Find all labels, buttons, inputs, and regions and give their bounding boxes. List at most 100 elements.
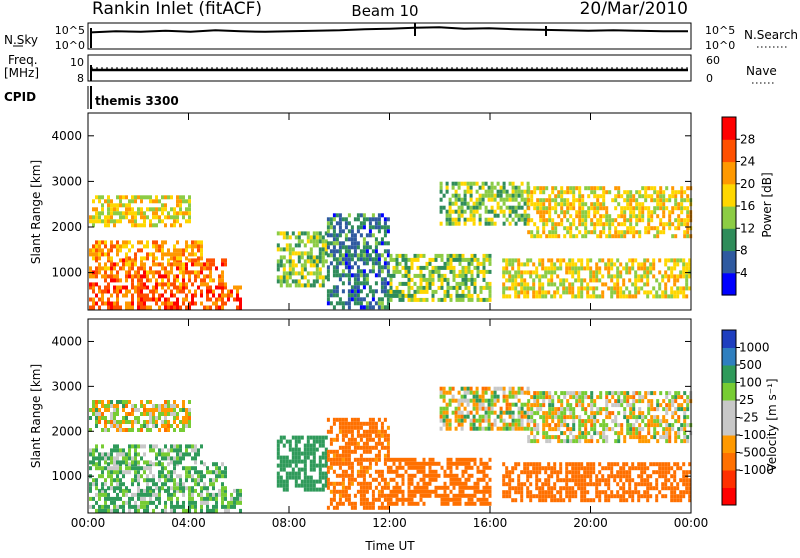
velocity-cell-6	[486, 462, 489, 466]
power-cell-3	[134, 219, 137, 223]
power-cell-2	[122, 244, 125, 248]
power-cell-7	[518, 194, 521, 198]
velocity-cell-9	[638, 423, 641, 427]
power-cell-5	[348, 281, 351, 285]
power-cell-5	[348, 269, 351, 273]
velocity-cell-7	[512, 411, 515, 415]
power-cell-5	[327, 301, 330, 305]
velocity-cell-5	[363, 478, 366, 482]
power-cell-0	[92, 306, 95, 310]
velocity-cell-5	[357, 490, 360, 494]
power-cell-9	[605, 214, 608, 218]
velocity-cell-9	[557, 427, 560, 431]
power-cell-1	[167, 282, 170, 286]
power-cell-9	[581, 198, 584, 202]
power-cell-9	[656, 202, 659, 206]
velocity-cell-3	[128, 400, 131, 404]
power-cell-7	[464, 202, 467, 206]
power-cell-9	[557, 190, 560, 194]
velocity-cell-7	[482, 395, 485, 399]
power-cell-5	[342, 281, 345, 285]
velocity-cell-0	[170, 497, 173, 501]
power-cell-6	[459, 262, 462, 266]
velocity-cell-8	[655, 498, 658, 502]
velocity-cell-0	[125, 493, 128, 497]
power-cell-8	[502, 258, 505, 262]
power-cell-7	[461, 182, 464, 186]
power-cell-8	[643, 262, 646, 266]
velocity-cell-6	[420, 486, 423, 490]
velocity-cell-9	[614, 391, 617, 395]
power-cell-7	[482, 182, 485, 186]
velocity-cell-8	[649, 474, 652, 478]
power-cell-9	[674, 190, 677, 194]
velocity-cell-8	[529, 474, 532, 478]
velocity-cell-0	[212, 493, 215, 497]
velocity-cell-2	[149, 444, 152, 448]
power-cell-9	[683, 230, 686, 234]
velocity-cell-9	[572, 411, 575, 415]
power-cell-9	[620, 214, 623, 218]
power-cell-2	[110, 248, 113, 252]
velocity-cell-9	[530, 411, 533, 415]
power-cell-9	[527, 190, 530, 194]
velocity-cell-1	[92, 478, 95, 482]
power-cell-4	[286, 279, 289, 283]
power-cell-8	[676, 290, 679, 294]
velocity-cell-8	[649, 462, 652, 466]
velocity-cell-9	[644, 423, 647, 427]
velocity-cell-8	[505, 494, 508, 498]
velocity-cell-8	[670, 486, 673, 490]
velocity-cell-8	[553, 494, 556, 498]
velocity-cell-8	[685, 470, 688, 474]
velocity-cell-7	[509, 387, 512, 391]
power-cell-1	[206, 258, 209, 262]
power-cell-1	[131, 266, 134, 270]
velocity-cell-9	[572, 439, 575, 443]
velocity-cell-7	[500, 387, 503, 391]
power-cell-9	[662, 198, 665, 202]
power-cell-1	[116, 262, 119, 266]
velocity-cell-9	[536, 411, 539, 415]
power-cell-5	[372, 249, 375, 253]
velocity-cell-9	[575, 403, 578, 407]
velocity-cell-7	[494, 419, 497, 423]
velocity-cell-7	[449, 427, 452, 431]
velocity-cell-2	[158, 460, 161, 464]
velocity-cell-4	[283, 468, 286, 472]
power-cell-6	[462, 270, 465, 274]
power-cell-9	[629, 198, 632, 202]
power-cell-6	[459, 294, 462, 298]
power-cell-7	[458, 194, 461, 198]
power-cell-1	[143, 282, 146, 286]
velocity-cell-1	[104, 466, 107, 470]
velocity-cell-0	[134, 509, 137, 513]
velocity-cell-9	[590, 403, 593, 407]
velocity-cell-7	[464, 407, 467, 411]
power-cell-8	[682, 270, 685, 274]
velocity-cell-6	[453, 502, 456, 506]
power-cell-7	[476, 202, 479, 206]
power-cell-4	[289, 259, 292, 263]
velocity-cell-8	[637, 494, 640, 498]
velocity-cell-9	[536, 399, 539, 403]
power-cell-4	[286, 235, 289, 239]
power-cell-5	[342, 229, 345, 233]
velocity-cell-3	[152, 404, 155, 408]
velocity-cell-5	[351, 478, 354, 482]
power-cell-7	[485, 218, 488, 222]
power-cell-1	[194, 262, 197, 266]
power-cell-6	[402, 266, 405, 270]
power-cell-9	[599, 218, 602, 222]
power-cell-9	[674, 198, 677, 202]
power-cell-1	[173, 274, 176, 278]
velocity-cell-1	[179, 474, 182, 478]
power-cell-3	[182, 215, 185, 219]
power-cell-9	[572, 234, 575, 238]
power-cell-9	[638, 230, 641, 234]
velocity-cell-6	[396, 458, 399, 462]
power-cell-8	[547, 258, 550, 262]
power-cell-6	[447, 286, 450, 290]
velocity-cell-5	[366, 430, 369, 434]
velocity-cell-6	[408, 498, 411, 502]
